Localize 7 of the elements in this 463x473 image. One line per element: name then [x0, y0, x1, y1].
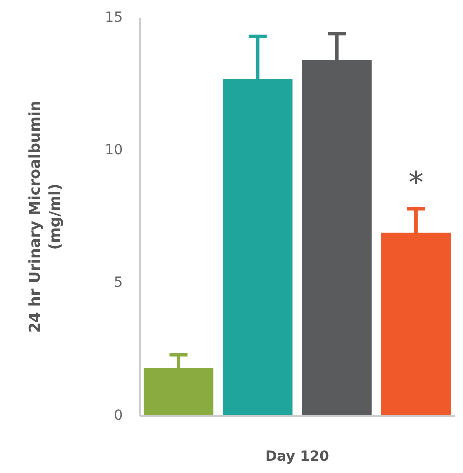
annotation: *	[408, 166, 424, 202]
y-tick-label: 15	[105, 10, 123, 26]
y-tick-label: 10	[105, 142, 123, 158]
y-tick-label: 5	[114, 275, 123, 292]
y-tick-label: 0	[114, 408, 123, 424]
y-axis-title: 24 hr Urinary Microalbumin (mg/ml)	[26, 100, 64, 334]
x-axis-title: Day 120	[266, 449, 330, 465]
